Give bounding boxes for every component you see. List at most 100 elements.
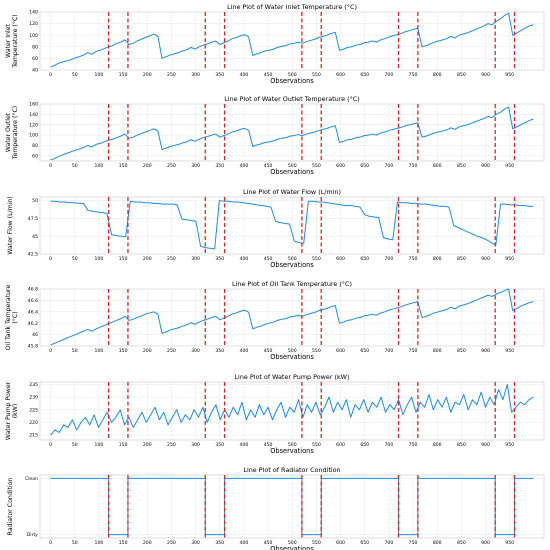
x-tick-label: 800	[433, 72, 442, 78]
x-tick-label: 750	[409, 163, 418, 169]
x-tick-label: 600	[336, 72, 345, 78]
x-tick-label: 350	[215, 348, 224, 354]
y-axis-label: Radiator Condition	[7, 478, 14, 536]
x-tick-label: 550	[312, 163, 321, 169]
x-tick-label: 750	[409, 72, 418, 78]
chart-panel: 0 50 100 150 200 250 300 350 400 450 500 550 600 650 7…	[5, 280, 545, 361]
y-tick-label: 80	[32, 143, 38, 149]
x-tick-label: 850	[457, 163, 466, 169]
x-tick-label: 400	[240, 72, 249, 78]
x-tick-label: 650	[360, 442, 369, 448]
x-tick-label: 950	[505, 256, 514, 262]
chart-panel: 0 50 100 150 200 250 300 350 400 450 500 550 600 650 7…	[7, 466, 545, 550]
x-tick-label: 850	[457, 540, 466, 546]
y-axis-label: Water Pump Power	[5, 381, 12, 440]
x-tick-label: 800	[433, 442, 442, 448]
x-tick-label: 50	[72, 72, 78, 78]
x-tick-label: 150	[119, 256, 128, 262]
x-tick-label: 500	[288, 540, 297, 546]
y-tick-label: 235	[29, 382, 38, 388]
x-tick-label: 650	[360, 540, 369, 546]
x-tick-label: 700	[384, 72, 393, 78]
x-tick-label: 800	[433, 348, 442, 354]
x-tick-label: 200	[143, 348, 152, 354]
x-tick-label: 350	[215, 256, 224, 262]
chart-title: Line Plot of Oil Tank Temperature (°C)	[232, 280, 352, 288]
x-axis-label: Observations	[270, 168, 314, 176]
y-tick-label: 46.4	[28, 309, 38, 315]
x-tick-label: 450	[264, 256, 273, 262]
x-tick-label: 350	[215, 442, 224, 448]
x-tick-label: 0	[49, 72, 52, 78]
x-tick-label: 800	[433, 163, 442, 169]
x-tick-label: 750	[409, 442, 418, 448]
x-tick-label: 350	[215, 72, 224, 78]
chart-panel: 0 50 100 150 200 250 300 350 400 450 500 550 600 650 7…	[5, 3, 545, 85]
y-tick-label: 230	[29, 395, 38, 401]
y-tick-label: 140	[29, 112, 38, 118]
x-tick-label: 900	[481, 256, 490, 262]
y-tick-label: 45.8	[28, 344, 38, 350]
x-tick-label: 250	[167, 540, 176, 546]
x-tick-label: 350	[215, 163, 224, 169]
y-tick-label: 46.8	[28, 287, 38, 293]
x-tick-label: 50	[72, 163, 78, 169]
y-tick-label: 120	[29, 122, 38, 128]
y-tick-label: 46	[32, 332, 38, 338]
x-tick-label: 150	[119, 163, 128, 169]
x-tick-label: 400	[240, 442, 249, 448]
x-tick-label: 100	[95, 256, 104, 262]
y-tick-label: 60	[32, 56, 38, 62]
x-tick-label: 0	[49, 540, 52, 546]
x-tick-label: 750	[409, 256, 418, 262]
x-tick-label: 700	[384, 442, 393, 448]
x-tick-label: 250	[167, 163, 176, 169]
y-axis-label: Water Outlet	[5, 112, 12, 152]
series-line	[50, 477, 534, 536]
y-tick-label: 100	[29, 133, 38, 139]
y-tick-label: 160	[29, 102, 38, 108]
y-axis-label: Water Inlet	[5, 23, 12, 58]
x-tick-label: 300	[191, 540, 200, 546]
x-tick-label: 0	[49, 256, 52, 262]
x-tick-label: 500	[288, 256, 297, 262]
x-tick-label: 850	[457, 256, 466, 262]
x-tick-label: 850	[457, 348, 466, 354]
x-tick-label: 300	[191, 348, 200, 354]
x-axis-label: Observations	[270, 353, 314, 361]
y-axis-label: Temperature (°C)	[11, 14, 19, 68]
y-tick-label: 46.6	[28, 298, 38, 304]
x-tick-label: 600	[336, 163, 345, 169]
x-tick-label: 650	[360, 72, 369, 78]
y-axis-label: Temperature (°C)	[11, 106, 19, 160]
x-tick-label: 500	[288, 442, 297, 448]
x-tick-label: 250	[167, 442, 176, 448]
x-tick-label: 800	[433, 256, 442, 262]
x-tick-label: 600	[336, 256, 345, 262]
x-axis-label: Observations	[270, 545, 314, 550]
x-tick-label: 100	[95, 72, 104, 78]
x-tick-label: 0	[49, 348, 52, 354]
x-tick-label: 550	[312, 540, 321, 546]
x-tick-label: 350	[215, 540, 224, 546]
y-tick-label: 40	[32, 68, 38, 74]
chart-title: Line Plot of Water Flow (L/min)	[243, 188, 341, 196]
x-tick-label: 50	[72, 256, 78, 262]
x-tick-label: 50	[72, 442, 78, 448]
y-tick-label: 60	[32, 153, 38, 159]
x-tick-label: 750	[409, 540, 418, 546]
x-tick-label: 100	[95, 163, 104, 169]
x-tick-label: 300	[191, 163, 200, 169]
series-line	[50, 288, 534, 346]
x-tick-label: 250	[167, 72, 176, 78]
x-tick-label: 650	[360, 163, 369, 169]
chart-title: Line Plot of Water Outlet Temperature (°…	[224, 95, 360, 103]
x-tick-label: 400	[240, 163, 249, 169]
x-tick-label: 850	[457, 442, 466, 448]
y-axis-label: (°C)	[11, 311, 19, 323]
y-tick-label: Dirty	[27, 532, 39, 538]
x-tick-label: 450	[264, 72, 273, 78]
chart-title: Line Plot of Water Pump Power (kW)	[234, 373, 349, 381]
x-tick-label: 200	[143, 72, 152, 78]
x-tick-label: 550	[312, 72, 321, 78]
